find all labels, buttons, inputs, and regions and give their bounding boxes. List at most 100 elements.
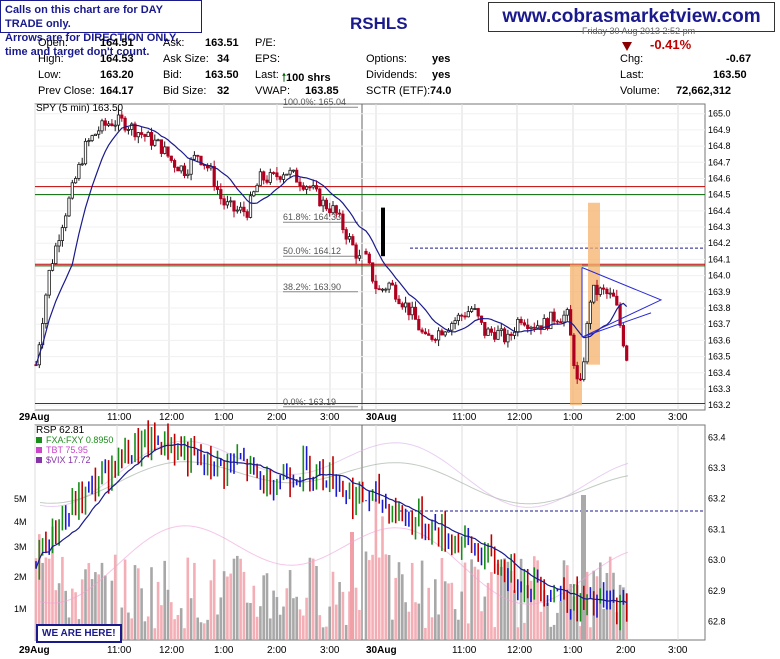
volume-x-tick-label: 11:00 xyxy=(107,645,132,656)
price-candle-body xyxy=(238,206,243,211)
volume-bar xyxy=(572,596,576,640)
fxafxy-line xyxy=(39,461,629,505)
volume-bar xyxy=(54,590,58,640)
price-candle-body xyxy=(380,288,385,291)
volume-bar xyxy=(374,498,378,640)
volume-bar xyxy=(94,572,97,640)
volume-bar xyxy=(44,557,48,640)
price-candle-body xyxy=(232,200,236,212)
volume-bar xyxy=(183,628,186,640)
rsp-y-tick-label: 63.4 xyxy=(708,432,726,442)
price-candle-body xyxy=(222,198,226,206)
volume-bar xyxy=(199,622,203,640)
price-candle-body xyxy=(588,301,593,324)
volume-bar xyxy=(245,602,249,640)
volume-bar xyxy=(562,560,566,640)
volume-bar xyxy=(74,592,77,640)
volume-bar xyxy=(602,608,605,640)
price-y-tick-label: 163.5 xyxy=(708,352,731,362)
price-candle-body xyxy=(70,182,74,199)
price-candle-body xyxy=(532,326,536,329)
volume-bar xyxy=(295,596,298,640)
we-are-here-label: WE ARE HERE! xyxy=(36,624,122,643)
price-candle-body xyxy=(199,155,203,165)
volume-bar xyxy=(156,581,160,640)
price-y-tick-label: 163.8 xyxy=(708,303,731,313)
volume-bar xyxy=(368,560,371,640)
website-banner[interactable]: www.cobrasmarketview.com xyxy=(488,2,775,32)
price-candle-body xyxy=(80,163,84,166)
chart-ticker-partial: RSHLS xyxy=(350,14,408,33)
volume-bar xyxy=(150,567,153,640)
volume-bar xyxy=(249,602,252,640)
volume-bar xyxy=(236,555,239,640)
volume-bar xyxy=(229,573,232,640)
volume-x-tick-label: 2:00 xyxy=(267,645,287,656)
price-candle-body xyxy=(44,294,48,324)
price-candle-body xyxy=(575,365,579,380)
price-candle-body xyxy=(489,328,494,333)
volume-bar xyxy=(493,627,496,640)
volume-bar xyxy=(480,611,483,640)
volume-bar xyxy=(146,616,150,640)
volume-bar xyxy=(490,572,493,640)
fib-level-label: 50.0%: 164.12 xyxy=(283,246,341,256)
price-x-tick-label: 12:00 xyxy=(507,412,532,423)
price-candle-body xyxy=(281,174,286,180)
volume-bar xyxy=(420,560,424,640)
volume-bar xyxy=(298,609,302,640)
price-candle-body xyxy=(621,325,626,347)
volume-bar xyxy=(529,580,533,640)
price-candle-body xyxy=(496,330,500,340)
price-candle-body xyxy=(308,186,312,189)
price-candle-body xyxy=(334,205,338,214)
volume-bar xyxy=(265,573,269,640)
volume-bar xyxy=(203,623,206,640)
volume-bar xyxy=(308,557,312,640)
volume-bar xyxy=(64,590,67,640)
volume-bar xyxy=(179,608,183,640)
volume-bar xyxy=(424,627,427,640)
volume-bar xyxy=(209,580,213,640)
price-candle-body xyxy=(34,364,38,367)
volume-bar xyxy=(84,569,87,640)
fib-level-label: 100.0%: 165.04 xyxy=(283,97,346,107)
rsp-legend-label: TBT 75.95 xyxy=(46,445,88,455)
volume-bar xyxy=(262,575,265,640)
last-label: Last: xyxy=(255,69,279,81)
volume-bar xyxy=(90,579,94,640)
price-candle-body xyxy=(453,320,457,324)
volume-bar xyxy=(282,606,285,640)
price-candle-body xyxy=(93,133,97,137)
volume-x-tick-label: 3:00 xyxy=(320,645,340,656)
price-candle-body xyxy=(229,200,233,203)
volume-bar xyxy=(447,583,450,640)
price-y-tick-label: 164.6 xyxy=(708,173,731,183)
price-candle-body xyxy=(592,284,596,303)
rsp-legend-swatch xyxy=(36,447,42,453)
volume-bar xyxy=(285,588,289,640)
volume-bar xyxy=(232,558,236,640)
price-candle-body xyxy=(463,315,467,318)
volume-bar xyxy=(427,587,430,640)
volume-bar xyxy=(34,558,38,640)
price-y-tick-label: 164.2 xyxy=(708,238,731,248)
volume-bar xyxy=(519,558,523,640)
price-candle-body xyxy=(618,304,622,326)
volume-bar xyxy=(539,611,543,640)
volume-bar xyxy=(341,591,345,640)
price-candle-body xyxy=(291,169,296,172)
price-candle-body xyxy=(182,165,187,176)
price-candle-body xyxy=(549,311,553,330)
price-candle-body xyxy=(235,209,239,212)
volume-bar xyxy=(176,615,180,640)
volume-bar xyxy=(61,556,64,640)
price-x-tick-label: 12:00 xyxy=(159,412,184,423)
volume-x-tick-label: 29Aug xyxy=(19,645,50,656)
fib-level-label: 0.0%: 163.19 xyxy=(283,397,336,407)
volume-bar xyxy=(318,615,322,640)
price-candle-body xyxy=(433,339,437,341)
price-candle-body xyxy=(384,288,388,291)
volume-bar xyxy=(536,560,539,640)
